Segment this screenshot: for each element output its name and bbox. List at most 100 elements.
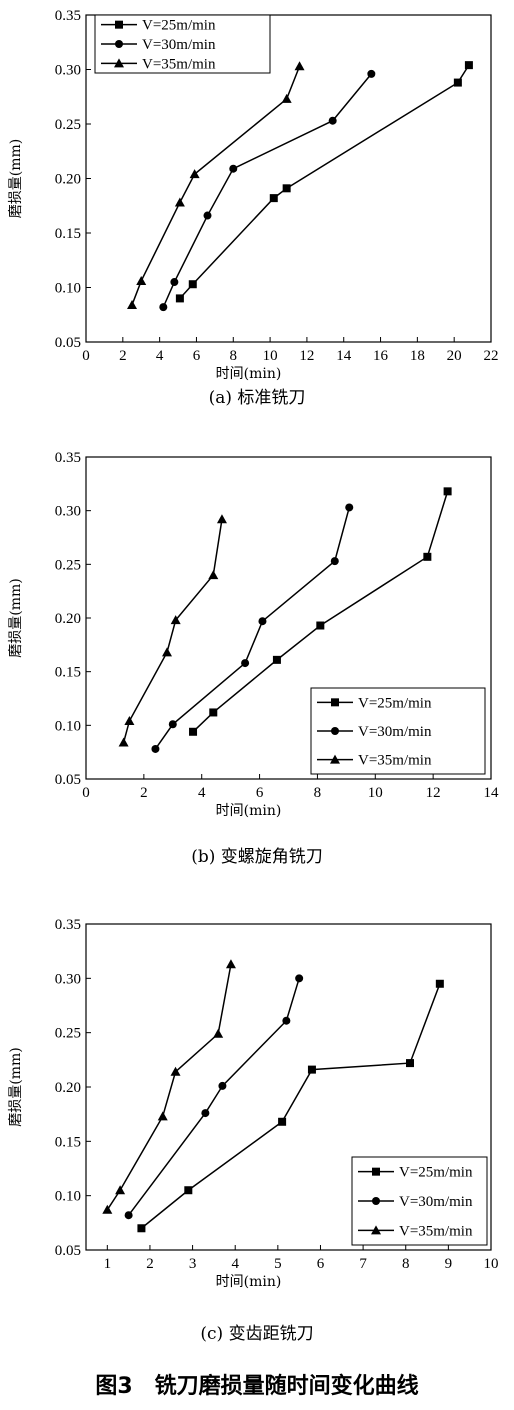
chart-2-x-tick-label: 10 (368, 785, 383, 801)
chart-1-caption: (a) 标准铣刀 (209, 388, 306, 408)
chart-1-series-1-point (282, 184, 291, 193)
chart-3-x-tick-label: 1 (104, 1256, 112, 1272)
chart-2-y-axis-label: 磨损量(mm) (8, 578, 24, 657)
chart-2-series-3-point (208, 570, 219, 580)
chart-3-legend-marker (372, 1167, 380, 1176)
chart-1-x-tick-label: 0 (82, 348, 90, 364)
chart-1-series-1-point (464, 61, 473, 70)
chart-3-series-1-point (406, 1059, 414, 1068)
chart-2-x-tick-label: 2 (140, 785, 148, 801)
chart-3-series-3-point (213, 1028, 224, 1038)
chart-2-y-tick-label: 0.30 (55, 504, 81, 520)
chart-3-series-3-point (115, 1185, 126, 1195)
chart-2-y-tick-label: 0.25 (55, 557, 81, 573)
chart-2-x-tick-label: 8 (314, 785, 322, 801)
chart-1-series-3-point (127, 299, 138, 309)
chart-1-x-tick-label: 12 (299, 348, 314, 364)
chart-2-series-3-point (216, 514, 227, 524)
chart-2-x-tick-label: 4 (198, 785, 206, 801)
chart-2-x-axis-label: 时间(min) (216, 803, 282, 819)
chart-1-series-3-point (294, 61, 305, 71)
chart-2-series-2-point (241, 659, 250, 668)
chart-3-y-tick-label: 0.15 (55, 1134, 81, 1150)
chart-2-x-tick-label: 0 (82, 785, 90, 801)
chart-3-y-tick-label: 0.20 (55, 1080, 81, 1096)
chart-3-y-tick-label: 0.25 (55, 1026, 81, 1042)
chart-1-x-tick-label: 16 (373, 348, 389, 364)
chart-3-series-1-point (278, 1117, 287, 1126)
chart-1-series-1-point (188, 280, 197, 289)
chart-2-series-2-point (151, 744, 160, 753)
chart-2-caption: (b) 变螺旋角铣刀 (191, 847, 323, 867)
chart-3-x-axis-label: 时间(min) (216, 1274, 282, 1290)
chart-3-y-tick-label: 0.35 (55, 917, 81, 933)
chart-3-x-tick-label: 8 (402, 1256, 410, 1272)
chart-3-y-tick-label: 0.05 (55, 1243, 81, 1259)
chart-3-legend-label: V=30m/min (399, 1194, 473, 1210)
chart-3-series-2-point (124, 1211, 133, 1220)
chart-1-series-3-point (189, 169, 200, 179)
chart-3-legend-label: V=25m/min (399, 1165, 473, 1181)
chart-1-y-tick-label: 0.10 (55, 281, 81, 297)
chart-3-series-1-point (137, 1224, 146, 1233)
chart-2-y-tick-label: 0.35 (55, 450, 81, 466)
chart-1-x-tick-label: 18 (410, 348, 425, 364)
chart-1-legend-label: V=25m/min (142, 18, 216, 34)
chart-3-legend-label: V=35m/min (399, 1223, 473, 1239)
chart-2-series-1-point (189, 727, 198, 736)
chart-1-series-2-point (229, 164, 238, 173)
chart-2-legend-marker (331, 727, 339, 735)
chart-3-x-tick-label: 6 (317, 1256, 325, 1272)
chart-3-series-2-line (128, 978, 300, 1216)
chart-2-series-2-line (154, 507, 350, 750)
chart-3-legend-marker (372, 1197, 380, 1205)
chart-1-y-tick-label: 0.30 (55, 63, 81, 79)
chart-1-series-1-line (179, 64, 470, 299)
chart-3-series-3-point (157, 1111, 168, 1121)
chart-3-series-3-point (102, 1204, 113, 1214)
chart-3-x-tick-label: 2 (146, 1256, 154, 1272)
chart-1-x-tick-label: 10 (263, 348, 278, 364)
chart-1-series-1-point (269, 194, 278, 203)
chart-2-legend-label: V=30m/min (358, 724, 432, 740)
chart-3-caption: (c) 变齿距铣刀 (200, 1324, 313, 1344)
chart-3-series-2-point (218, 1081, 227, 1090)
chart-1-x-tick-label: 20 (447, 348, 462, 364)
chart-2-legend-label: V=25m/min (358, 695, 432, 711)
chart-2-x-tick-label: 14 (484, 785, 500, 801)
chart-2-series-2-point (168, 720, 177, 729)
chart-2-series-3-point (170, 615, 181, 625)
chart-2-legend-marker (331, 698, 339, 707)
chart-1-legend-marker (114, 58, 124, 68)
chart-2-series-3-point (162, 647, 172, 657)
chart-1-legend-label: V=35m/min (142, 56, 216, 72)
chart-2-series-3-point (118, 737, 129, 747)
chart-1-series-1-point (175, 294, 184, 303)
chart-3-series-1-point (184, 1186, 193, 1195)
chart-2-y-tick-label: 0.05 (55, 772, 81, 788)
chart-3-legend-marker (371, 1225, 381, 1235)
chart-1-legend-marker (115, 20, 123, 29)
figure-title: 图3 铣刀磨损量随时间变化曲线 (95, 1373, 418, 1399)
chart-2-series-2-point (258, 617, 267, 626)
chart-1-series-3-point (281, 93, 292, 103)
chart-1-y-tick-label: 0.05 (55, 335, 81, 351)
chart-3-x-tick-label: 10 (484, 1256, 499, 1272)
chart-3-series-3-point (170, 1066, 181, 1076)
chart-1-series-2-point (159, 303, 168, 312)
chart-1-series-2-point (367, 69, 376, 78)
chart-1-series-2-point (170, 278, 179, 287)
chart-1-legend-label: V=30m/min (142, 37, 216, 53)
chart-2-series-1-point (423, 552, 432, 561)
chart-2-series-3-point (124, 716, 135, 726)
chart-3-series-1-point (307, 1065, 316, 1074)
chart-2-y-tick-label: 0.15 (55, 665, 81, 681)
chart-1-x-tick-label: 6 (193, 348, 201, 364)
chart-1-series-3-point (136, 275, 147, 285)
chart-1-x-tick-label: 2 (119, 348, 127, 364)
chart-3-x-tick-label: 7 (359, 1256, 367, 1272)
chart-3-x-tick-label: 5 (274, 1256, 282, 1272)
chart-2-series-2-point (345, 503, 354, 512)
chart-2-series-2-point (330, 557, 339, 566)
